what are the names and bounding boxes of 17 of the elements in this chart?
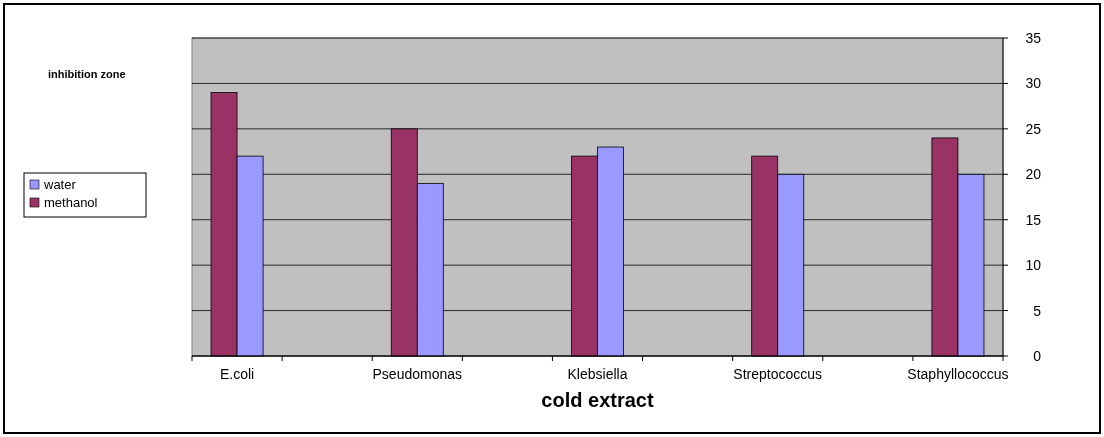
y-tick-label: 0 <box>1033 348 1042 364</box>
y-tick-label: 10 <box>1025 257 1042 274</box>
legend-label: water <box>43 177 77 192</box>
y-tick-label: 20 <box>1025 166 1042 183</box>
x-tick-label: Pseudomonas <box>372 366 463 382</box>
y-tick-label: 25 <box>1025 120 1042 137</box>
x-tick-label: Staphyllococcus <box>907 366 1009 382</box>
x-tick-label: Streptococcus <box>733 366 823 382</box>
y-tick-label: 5 <box>1033 302 1042 319</box>
x-axis-title: cold extract <box>541 389 654 411</box>
legend-label: methanol <box>44 195 98 210</box>
x-tick-label: Klebsiella <box>567 366 628 382</box>
y-tick-label: 15 <box>1025 211 1042 228</box>
text: inhibition zone <box>48 68 126 80</box>
y-tick-label: 35 <box>1025 30 1042 46</box>
y-tick-label: 30 <box>1025 75 1042 92</box>
x-tick-label: E.coli <box>219 366 255 382</box>
